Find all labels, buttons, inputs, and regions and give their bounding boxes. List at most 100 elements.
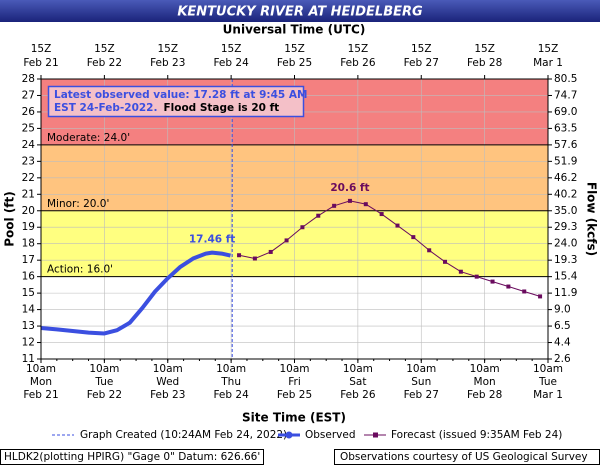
title-bar [0,0,600,22]
annotation-date: EST 24-Feb-2022. [54,102,157,114]
top-tick-label: Feb 23 [150,57,185,69]
y2-tick-label: 9.0 [554,304,571,316]
top-tick-label: 15Z [94,43,115,55]
top-tick-label: 15Z [221,43,242,55]
y2-tick-label: 51.9 [554,155,577,167]
forecast-point [395,223,400,228]
x-tick-label: 10am [279,363,309,375]
y2-tick-label: 63.5 [554,122,577,134]
top-tick-label: Mar 1 [533,57,563,69]
forecast-point [458,269,463,274]
y2-tick-label: 35.0 [554,205,577,217]
forecast-point [379,212,384,217]
top-tick-label: 15Z [474,43,495,55]
flood-level-label: Moderate: 24.0' [47,132,130,144]
y2-tick-label: 11.9 [554,287,577,299]
y2-tick-label: 74.7 [554,89,577,101]
x-tick-label: Feb 28 [467,389,502,401]
top-tick-label: Feb 28 [467,57,502,69]
y-tick-label: 28 [22,73,35,85]
flood-level-label: Minor: 20.0' [47,198,109,210]
top-tick-label: 15Z [348,43,369,55]
forecast-point [300,225,305,230]
top-tick-label: 15Z [31,43,52,55]
forecast-point [284,238,289,243]
top-tick-label: 15Z [538,43,559,55]
y2-tick-label: 2.6 [554,353,571,365]
series-line [40,250,231,336]
y2-tick-label: 6.5 [554,320,571,332]
y-tick-label: 18 [22,238,35,250]
x-tick-label: Mon [474,376,496,388]
forecast-point [237,253,242,258]
legend-label: Observed [305,429,356,441]
annotation-box [47,85,305,118]
y-tick-label: 23 [22,155,35,167]
x-tick-label: 10am [533,363,563,375]
series-line [238,200,541,297]
x-tick-label: 10am [26,363,56,375]
y-tick-label: 15 [22,287,35,299]
y2-tick-label: 80.5 [554,73,577,85]
x-tick-label: Sun [411,376,431,388]
x-tick-label: Thu [220,376,241,388]
chart-title: KENTUCKY RIVER AT HEIDELBERG [177,5,423,20]
y2-tick-label: 19.3 [554,254,577,266]
x-tick-label: 10am [470,363,500,375]
y-tick-label: 25 [22,122,35,134]
forecast-point [490,279,495,284]
legend-label: Graph Created (10:24AM Feb 24, 2022) [80,429,287,441]
forecast-point [363,202,368,207]
forecast-point [252,256,257,261]
y2-tick-label: 15.4 [554,271,578,283]
top-tick-label: Feb 22 [87,57,122,69]
top-tick-label: Feb 26 [340,57,376,69]
x-tick-label: 10am [89,363,119,375]
annotation-line: Latest observed value: 17.28 ft at 9:45 … [54,89,307,101]
x-tick-label: Feb 26 [340,389,376,401]
x-tick-label: Fri [288,376,301,388]
y-tick-label: 19 [22,221,35,233]
y-tick-label: 12 [22,337,35,349]
y2-tick-label: 29.3 [554,221,577,233]
y2-axis-title: Flow (kcfs) [585,182,599,256]
forecast-point [332,203,337,208]
top-tick-label: Feb 21 [23,57,58,69]
x-tick-label: 10am [216,363,246,375]
y2-tick-label: 24.0 [554,238,577,250]
y-tick-label: 17 [22,254,35,266]
forecast-point [268,249,273,254]
legend-label: Forecast (issued 9:35AM Feb 24) [391,429,562,441]
y2-tick-label: 46.2 [554,172,577,184]
forecast-point [316,213,321,218]
x-tick-label: 10am [343,363,373,375]
footer-left: HLDK2(plotting HPIRG) "Gage 0" Datum: 62… [4,451,260,463]
flood-level-label: Action: 16.0' [47,264,113,276]
x-tick-label: Feb 27 [404,389,439,401]
y-axis-title: Pool (ft) [3,191,17,247]
y2-tick-label: 69.0 [554,106,577,118]
top-tick-label: 15Z [411,43,432,55]
top-tick-label: 15Z [284,43,305,55]
y-tick-label: 22 [22,172,35,184]
forecast-point [522,289,527,294]
top-tick-label: 15Z [157,43,178,55]
forecast-point [347,198,352,203]
forecast-point [443,259,448,264]
x-tick-label: Tue [538,376,557,388]
annotation-flood: Flood Stage is 20 ft [163,102,279,114]
x-axis-title: Site Time (EST) [242,411,346,425]
x-tick-label: Sat [349,376,366,388]
y2-tick-label: 4.4 [554,337,571,349]
x-tick-label: Feb 23 [150,389,185,401]
legend-forecast-dot [373,432,378,438]
y-tick-label: 21 [22,188,35,200]
top-tick-label: Feb 25 [277,57,312,69]
y-tick-label: 26 [22,106,36,118]
x-tick-label: 10am [153,363,183,375]
footer-right: Observations courtesy of US Geological S… [340,451,588,463]
legend-observed-dot [285,431,293,439]
y-tick-label: 13 [22,320,35,332]
forecast-point [427,248,432,253]
